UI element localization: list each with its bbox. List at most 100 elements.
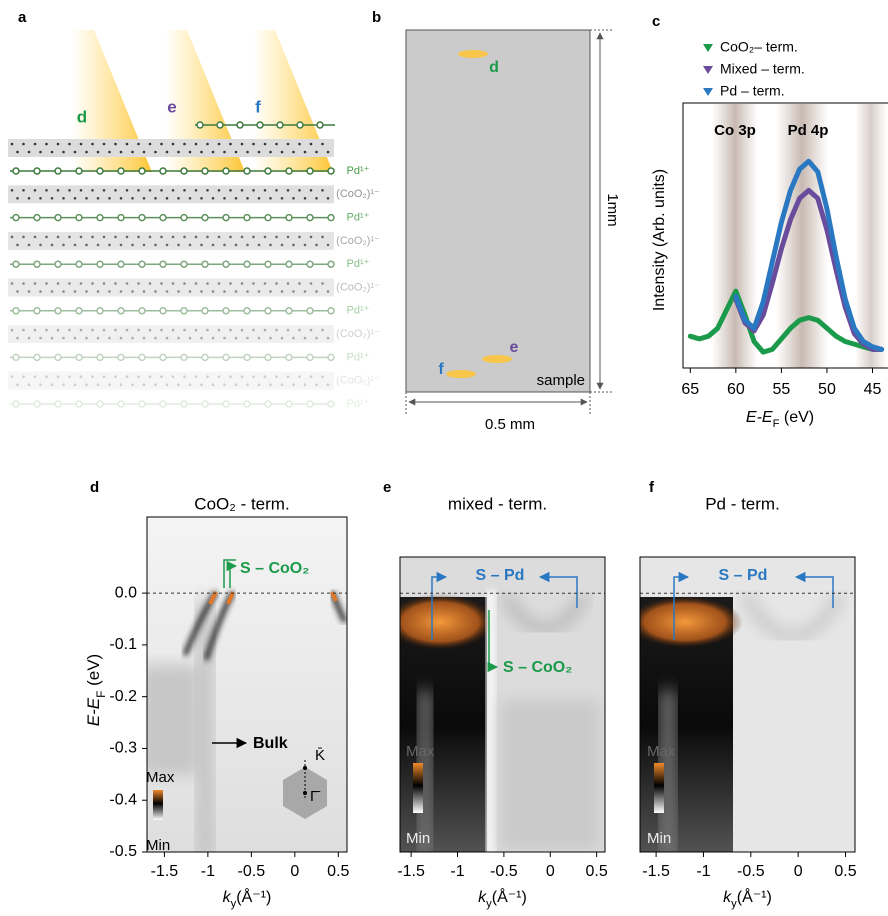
y-tick-label: 0.0: [115, 584, 137, 601]
atom: [33, 142, 37, 146]
atom: [217, 235, 221, 239]
text-part: y: [486, 898, 492, 910]
width-label: 0.5 mm: [485, 416, 535, 433]
atom: [194, 328, 198, 332]
pd-atom: [222, 307, 230, 315]
atom: [45, 375, 48, 379]
atom: [263, 189, 267, 192]
atom: [240, 282, 244, 285]
atom: [303, 383, 307, 387]
atom: [303, 290, 307, 293]
atom: [303, 243, 307, 247]
atom: [194, 282, 198, 285]
atom: [160, 282, 163, 285]
legend-label: CoO₂– term.: [720, 39, 798, 55]
pd-atom: [201, 307, 209, 315]
atom: [96, 290, 100, 293]
atom: [27, 197, 31, 200]
atom: [68, 375, 71, 379]
pd-atom: [159, 213, 167, 222]
x-tick-label: 45: [864, 381, 882, 398]
pd-atom: [96, 213, 104, 222]
x-tick-label: -1: [696, 863, 710, 880]
atom: [79, 375, 83, 379]
atom: [229, 142, 232, 146]
atom: [315, 150, 318, 154]
pd-atom: [54, 260, 62, 268]
atom: [50, 383, 54, 387]
atom: [171, 235, 175, 239]
spot-label: e: [510, 339, 519, 356]
coo2-band: [8, 278, 334, 297]
atom: [326, 383, 330, 387]
atom: [257, 336, 261, 340]
pd-atom: [54, 400, 62, 408]
atom: [183, 142, 186, 146]
pd-atom: [159, 167, 167, 175]
layer: [10, 307, 335, 315]
atom: [188, 383, 192, 387]
pd-atom: [222, 167, 230, 175]
atom: [33, 189, 37, 192]
atom: [206, 235, 209, 239]
atom: [108, 150, 111, 154]
panel-title: CoO₂ - term.: [194, 494, 289, 513]
atom: [27, 383, 31, 387]
atom: [45, 328, 48, 332]
layer-label: (CoO₂)¹⁻: [336, 281, 380, 293]
atom: [137, 189, 140, 192]
pd-atom: [222, 213, 230, 222]
atom: [108, 336, 111, 340]
atom: [309, 189, 313, 192]
atom: [229, 375, 232, 379]
x-tick-label: 55: [773, 381, 791, 398]
text-part: (Å⁻¹): [737, 887, 772, 906]
atom: [62, 290, 65, 293]
pd-atom: [96, 400, 104, 408]
atom: [263, 328, 267, 332]
atom: [280, 336, 284, 340]
pd-atom: [12, 260, 20, 268]
text-part: E-E: [84, 697, 103, 726]
pd-atom: [33, 213, 41, 222]
pd-atom: [243, 167, 251, 175]
layer-label: Pd¹⁺: [347, 351, 370, 363]
atom: [246, 290, 249, 293]
x-ray-beams: [72, 30, 333, 172]
atom: [131, 150, 134, 154]
atom: [22, 282, 25, 285]
atom: [275, 282, 278, 285]
atom: [194, 375, 198, 379]
top-chain: [195, 121, 335, 129]
y-tick-label: -0.5: [109, 843, 137, 860]
atom: [33, 328, 37, 332]
pd-atom: [306, 307, 314, 315]
layer: [10, 400, 335, 408]
pd-atom: [12, 167, 20, 175]
pd-atom: [285, 167, 293, 175]
atom: [10, 282, 14, 285]
pd-atom: [75, 167, 83, 175]
atom: [229, 328, 232, 332]
atom: [114, 282, 117, 285]
atom: [223, 383, 226, 387]
atom: [45, 282, 48, 285]
atom: [303, 336, 307, 340]
atom: [160, 189, 163, 192]
pd-atom: [306, 260, 314, 268]
atom: [269, 336, 272, 340]
pd-atom: [12, 353, 20, 362]
atom: [177, 383, 180, 387]
atom: [309, 375, 313, 379]
arpes-image-d: [147, 517, 347, 852]
atom: [223, 243, 226, 247]
pd-atom: [138, 167, 146, 175]
pd-atom: [96, 353, 104, 362]
pd-atom: [159, 307, 167, 315]
panel-letter: e: [383, 479, 391, 496]
pd-atom: [138, 307, 146, 315]
atom: [73, 383, 77, 387]
atom: [211, 336, 215, 340]
layer-label: (CoO₂)¹⁻: [336, 188, 380, 200]
